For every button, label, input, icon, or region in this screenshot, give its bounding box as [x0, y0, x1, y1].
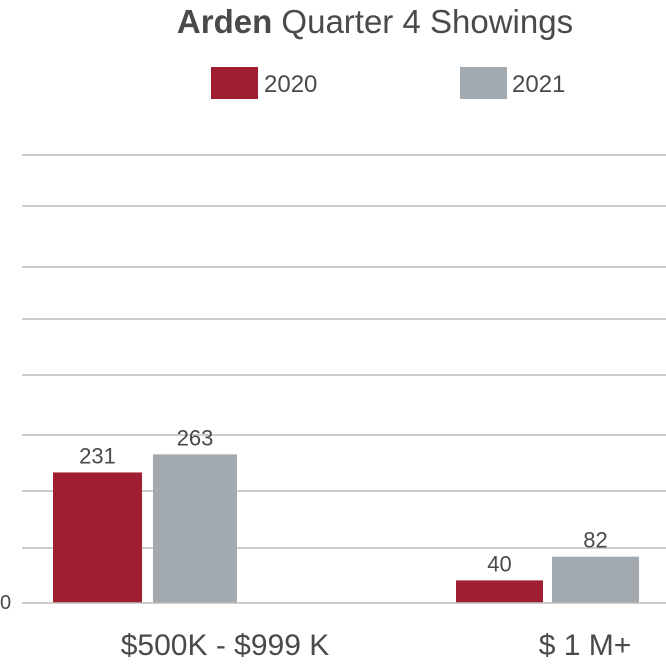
bar-2021-cat0	[153, 454, 237, 603]
data-label-2021-cat1: 82	[583, 528, 607, 553]
data-label-2020-cat1: 40	[487, 551, 511, 576]
chart-title: Arden Quarter 4 Showings	[177, 3, 573, 40]
legend-label-2021: 2021	[512, 71, 565, 98]
data-label-2020-cat0: 231	[79, 443, 116, 468]
legend-swatch-2021	[460, 67, 507, 99]
chart-title-bold: Arden	[177, 3, 272, 40]
bar-2020-cat1	[456, 580, 543, 603]
legend-label-2020: 2020	[264, 71, 317, 98]
category-label-1: $ 1 M+	[539, 629, 632, 662]
bar-2021-cat1	[552, 556, 639, 603]
chart-title-rest: Quarter 4 Showings	[272, 3, 573, 40]
bars	[53, 454, 639, 603]
value-labels: 231 263 40 82	[79, 425, 608, 576]
data-label-2021-cat0: 263	[177, 425, 214, 450]
y-tick-label-zero: 0	[0, 592, 11, 614]
axis: 0 $500K - $999 K $ 1 M+	[0, 592, 666, 662]
legend: 2020 2021	[211, 67, 565, 99]
category-label-0: $500K - $999 K	[121, 629, 330, 662]
legend-swatch-2020	[211, 67, 258, 99]
bar-2020-cat0	[53, 472, 142, 603]
